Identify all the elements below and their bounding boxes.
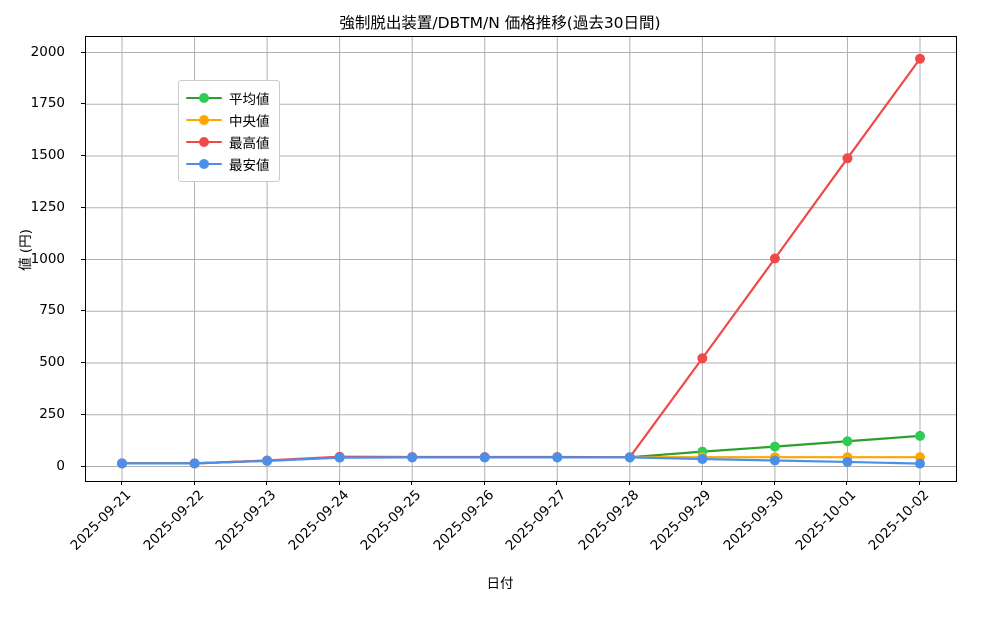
y-tick-label: 1250 (30, 198, 65, 215)
data-point (769, 455, 780, 466)
y-axis-tick-marks (0, 36, 90, 480)
x-tick-label: 2025-09-29 (647, 487, 715, 554)
x-tick-label: 2025-09-26 (430, 487, 498, 554)
data-point (769, 441, 780, 452)
legend-swatch-icon (186, 113, 222, 127)
y-tick-mark (81, 465, 85, 467)
x-tick-label: 2025-10-01 (792, 487, 860, 554)
x-axis-tick-labels: 2025-09-21 2025-09-22 2025-09-23 2025-09-24… (0, 487, 1000, 567)
data-point (189, 458, 200, 469)
data-point (842, 456, 853, 467)
y-tick-mark (81, 310, 85, 312)
y-tick-mark (81, 155, 85, 157)
y-tick-mark (81, 206, 85, 208)
page-title: 強制脱出装置/DBTM/N 価格推移(過去30日間) (339, 14, 661, 32)
y-axis-title: 値 (円) (18, 229, 34, 271)
y-tick-mark (81, 362, 85, 363)
legend-item-2[interactable]: 中央値 (186, 109, 270, 131)
series-lines (117, 53, 925, 469)
data-point (915, 458, 925, 469)
x-tick-mark (338, 481, 340, 485)
data-point (552, 452, 563, 463)
x-tick-label: 2025-09-21 (67, 487, 135, 554)
data-point (407, 452, 418, 463)
x-tick-mark (701, 481, 703, 485)
y-tick-mark (81, 413, 85, 415)
x-tick-mark (121, 481, 122, 485)
legend-item-label: 最高値 (229, 136, 270, 152)
data-point (915, 53, 925, 64)
data-point (697, 454, 708, 465)
x-tick-mark (773, 481, 775, 485)
legend-item-1[interactable]: 平均値 (186, 87, 270, 109)
x-tick-mark (193, 481, 195, 485)
x-tick-label: 2025-09-30 (720, 487, 788, 554)
x-tick-label: 2025-09-27 (502, 487, 570, 554)
data-point (262, 455, 273, 466)
x-tick-label: 2025-09-28 (575, 487, 643, 554)
series-4 (117, 452, 925, 469)
x-tick-mark (919, 481, 920, 485)
y-tick-label: 2000 (30, 43, 65, 60)
data-point (624, 452, 635, 463)
y-axis-tick-labels: 0 250 500 750 1000 1250 1500 1750 2000 (0, 36, 76, 480)
y-tick-label: 1750 (30, 95, 65, 112)
y-tick-mark (81, 258, 85, 260)
x-tick-mark (266, 481, 268, 485)
legend-swatch-icon (186, 135, 222, 149)
legend-item-label: 中央値 (229, 114, 270, 130)
legend: 平均値中央値最高値最安値 (178, 80, 280, 182)
chart-figure: 強制脱出装置/DBTM/N 価格推移(過去30日間) 0 250 500 750 100… (0, 14, 1000, 592)
x-tick-label: 2025-09-22 (140, 487, 207, 554)
x-axis-tick-marks (85, 481, 957, 487)
y-tick-mark (81, 51, 85, 53)
legend-item-3[interactable]: 最高値 (186, 131, 270, 153)
data-point (697, 353, 708, 364)
x-axis-title: 日付 (486, 576, 514, 592)
x-tick-mark (483, 481, 485, 485)
y-tick-label: 750 (39, 302, 65, 319)
y-tick-label: 250 (39, 405, 65, 422)
data-point (842, 436, 853, 447)
legend-swatch-icon (186, 91, 222, 105)
x-tick-label: 2025-09-24 (285, 487, 352, 554)
legend-swatch-icon (186, 157, 222, 171)
x-tick-mark (411, 481, 413, 485)
legend-item-4[interactable]: 最安値 (186, 153, 270, 175)
y-tick-label: 1500 (30, 147, 65, 164)
legend-item-label: 最安値 (229, 158, 270, 174)
x-tick-mark (556, 481, 558, 485)
data-point (915, 430, 925, 441)
data-point (334, 452, 345, 463)
y-tick-mark (81, 103, 85, 105)
data-point (117, 458, 127, 469)
plot-area: 平均値中央値最高値最安値 (85, 36, 957, 482)
y-tick-label: 0 (56, 457, 65, 474)
legend-item-label: 平均値 (229, 92, 270, 108)
x-tick-mark (628, 481, 630, 485)
data-point (769, 253, 780, 264)
x-tick-label: 2025-09-23 (212, 487, 280, 554)
x-tick-label: 2025-09-25 (357, 487, 425, 554)
y-tick-label: 1000 (30, 250, 65, 267)
y-tick-label: 500 (39, 354, 65, 370)
data-point (842, 153, 853, 164)
x-tick-mark (846, 481, 848, 485)
x-tick-label: 2025-10-02 (865, 487, 933, 554)
data-point (479, 452, 490, 463)
